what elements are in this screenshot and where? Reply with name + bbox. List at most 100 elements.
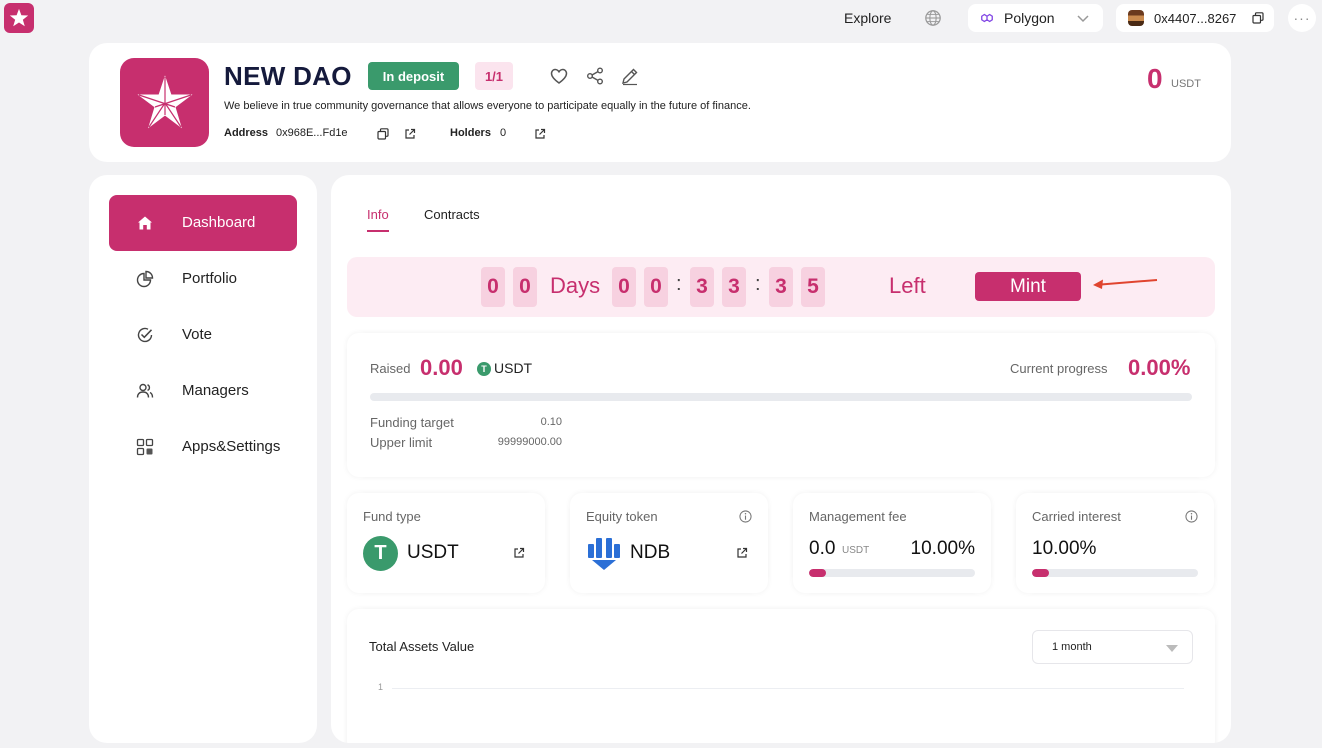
carried-interest-bar bbox=[1032, 569, 1198, 577]
management-fee-unit: USDT bbox=[842, 545, 870, 556]
management-fee-value: 0.0 bbox=[809, 538, 836, 559]
carried-interest-title: Carried interest bbox=[1032, 509, 1121, 524]
heart-icon[interactable] bbox=[549, 66, 569, 86]
management-fee-card: Management fee 0.0 USDT 10.00% bbox=[793, 493, 991, 593]
carried-interest-percent: 10.00% bbox=[1032, 538, 1097, 559]
equity-token-title: Equity token bbox=[586, 509, 658, 524]
countdown-digit: 3 bbox=[722, 267, 746, 307]
copy-icon[interactable] bbox=[377, 128, 389, 140]
countdown-digit: 0 bbox=[612, 267, 636, 307]
page-title: NEW DAO bbox=[224, 61, 352, 91]
dao-header-card: NEW DAO In deposit 1/1 We believe in tru… bbox=[89, 43, 1231, 162]
apps-grid-icon bbox=[136, 438, 154, 456]
ndb-token-icon bbox=[588, 538, 620, 570]
raised-label: Raised bbox=[370, 361, 411, 376]
copy-icon[interactable] bbox=[1252, 12, 1264, 24]
info-icon[interactable] bbox=[739, 510, 752, 523]
sidebar-item-managers[interactable]: Managers bbox=[109, 363, 297, 419]
raise-card: Raised 0.00 T USDT Current progress 0.00… bbox=[347, 333, 1215, 477]
management-fee-bar bbox=[809, 569, 975, 577]
days-label: Days bbox=[550, 273, 601, 298]
wallet-address: 0x4407...8267 bbox=[1154, 10, 1237, 26]
globe-icon[interactable] bbox=[924, 9, 942, 27]
funding-target-value: 0.10 bbox=[540, 416, 562, 428]
balance-unit: USDT bbox=[1171, 78, 1201, 90]
raised-currency: USDT bbox=[494, 360, 533, 376]
edit-icon[interactable] bbox=[620, 66, 640, 86]
period-select-value: 1 month bbox=[1052, 641, 1092, 653]
users-icon bbox=[136, 383, 154, 398]
holders-label: Holders bbox=[450, 127, 491, 139]
explore-link[interactable]: Explore bbox=[844, 10, 892, 26]
external-link-icon[interactable] bbox=[513, 547, 525, 559]
usdt-coin-icon: T bbox=[363, 536, 398, 571]
countdown-digit: 0 bbox=[644, 267, 668, 307]
management-fee-bar-fill bbox=[809, 569, 826, 577]
usdt-icon: T bbox=[477, 362, 491, 376]
progress-value: 0.00% bbox=[1128, 355, 1191, 380]
sidebar-item-label: Vote bbox=[182, 326, 213, 343]
status-badge: In deposit bbox=[368, 62, 459, 90]
y-axis-tick: 1 bbox=[378, 682, 384, 692]
countdown-banner: 0 0 Days 0 0 : 3 3 : 3 5 Left Mint bbox=[347, 257, 1215, 317]
more-dots-icon: ··· bbox=[1293, 10, 1311, 26]
sidebar-item-portfolio[interactable]: Portfolio bbox=[109, 251, 297, 307]
more-options-button[interactable]: ··· bbox=[1288, 4, 1316, 32]
main-panel: Info Contracts 0 0 Days 0 0 : 3 3 : 3 5 … bbox=[331, 175, 1231, 743]
tab-info[interactable]: Info bbox=[367, 207, 389, 232]
time-separator: : bbox=[676, 273, 682, 295]
network-selector[interactable]: Polygon bbox=[968, 4, 1103, 32]
left-label: Left bbox=[889, 273, 926, 298]
caret-down-icon bbox=[1166, 645, 1178, 652]
wallet-button[interactable]: 0x4407...8267 bbox=[1116, 4, 1274, 32]
progress-label: Current progress bbox=[1010, 361, 1108, 376]
funding-target-label: Funding target bbox=[370, 415, 454, 430]
equity-token-card: Equity token NDB bbox=[570, 493, 768, 593]
app-logo[interactable] bbox=[4, 3, 34, 33]
sidebar-item-dashboard[interactable]: Dashboard bbox=[109, 195, 297, 251]
dao-description: We believe in true community governance … bbox=[224, 100, 751, 112]
raised-value: 0.00 bbox=[420, 355, 463, 380]
external-link-icon[interactable] bbox=[404, 128, 416, 140]
pie-chart-icon bbox=[136, 270, 154, 288]
chevron-down-icon bbox=[1077, 15, 1089, 23]
info-icon[interactable] bbox=[1185, 510, 1198, 523]
period-select[interactable]: 1 month bbox=[1032, 630, 1193, 664]
countdown-digit: 3 bbox=[769, 267, 793, 307]
countdown-digit: 0 bbox=[481, 267, 505, 307]
management-fee-title: Management fee bbox=[809, 509, 907, 524]
management-fee-percent: 10.00% bbox=[910, 538, 975, 559]
carried-interest-bar-fill bbox=[1032, 569, 1049, 577]
address-value: 0x968E...Fd1e bbox=[276, 127, 348, 139]
avatar bbox=[1128, 10, 1144, 26]
progress-bar bbox=[370, 393, 1192, 401]
sidebar-item-apps-settings[interactable]: Apps&Settings bbox=[109, 419, 297, 475]
external-link-icon[interactable] bbox=[736, 547, 748, 559]
sidebar-item-label: Managers bbox=[182, 382, 249, 399]
mint-button[interactable]: Mint bbox=[975, 272, 1081, 301]
chart-grid-line bbox=[392, 688, 1184, 689]
upper-limit-label: Upper limit bbox=[370, 435, 433, 450]
countdown-digit: 0 bbox=[513, 267, 537, 307]
sidebar-item-label: Portfolio bbox=[182, 270, 238, 287]
countdown-digit: 5 bbox=[801, 267, 825, 307]
sidebar-item-label: Apps&Settings bbox=[182, 438, 281, 455]
star-logo-icon bbox=[9, 8, 29, 27]
external-link-icon[interactable] bbox=[534, 128, 546, 140]
star-logo-icon bbox=[137, 74, 192, 128]
home-icon bbox=[138, 216, 152, 230]
network-name: Polygon bbox=[1004, 10, 1055, 26]
address-label: Address bbox=[224, 127, 269, 139]
fund-type-value: USDT bbox=[407, 542, 459, 563]
dao-logo bbox=[120, 58, 209, 147]
tab-contracts[interactable]: Contracts bbox=[424, 207, 480, 222]
equity-token-value: NDB bbox=[630, 542, 671, 563]
fund-type-card: Fund type T USDT bbox=[347, 493, 545, 593]
total-assets-card: Total Assets Value 1 month 1 bbox=[347, 609, 1215, 743]
sidebar: Dashboard Portfolio Vote Managers Apps&S… bbox=[89, 175, 317, 743]
share-icon[interactable] bbox=[585, 66, 605, 86]
arrow-pointer-icon bbox=[1093, 279, 1158, 289]
sidebar-item-vote[interactable]: Vote bbox=[109, 307, 297, 363]
carried-interest-card: Carried interest 10.00% bbox=[1016, 493, 1214, 593]
sidebar-item-label: Dashboard bbox=[182, 214, 256, 231]
